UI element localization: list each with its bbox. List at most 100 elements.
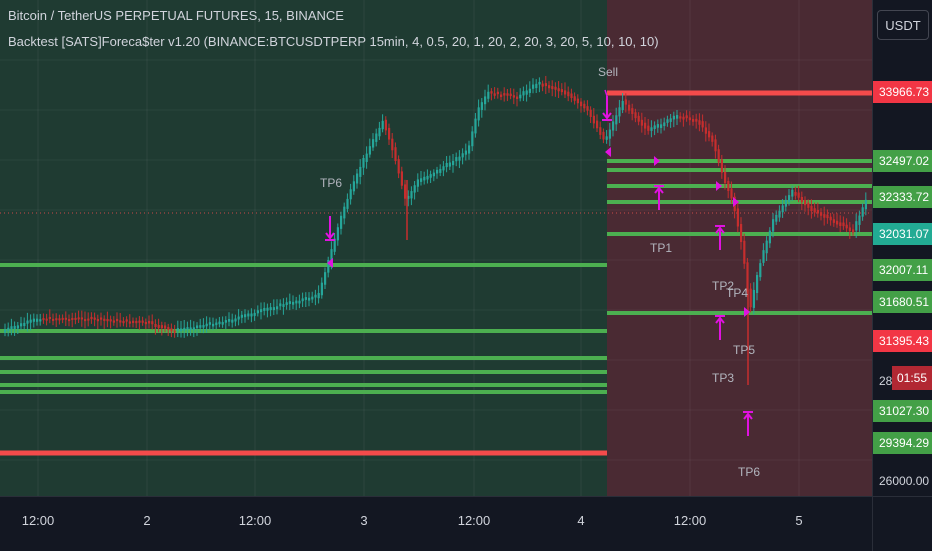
price-tag: 32333.72 <box>873 186 932 208</box>
candle-body <box>52 318 55 321</box>
candle-body <box>701 121 704 128</box>
axis-corner <box>872 496 932 551</box>
candle-body <box>583 103 586 109</box>
candle-body <box>61 317 64 320</box>
candle-body <box>788 195 791 202</box>
candle-body <box>791 189 794 197</box>
candle-body <box>532 84 535 89</box>
candle-body <box>292 301 295 305</box>
candle-body <box>599 127 602 135</box>
candle-body <box>16 325 19 329</box>
marker-arrow <box>325 232 335 240</box>
candle-body <box>80 317 83 320</box>
candle-body <box>535 83 538 89</box>
candle-body <box>119 320 122 323</box>
candle-body <box>7 327 10 331</box>
time-label: 2 <box>143 513 151 528</box>
candle-body <box>269 307 272 311</box>
candle-body <box>823 214 826 218</box>
candle-body <box>471 131 474 147</box>
candle-body <box>842 222 845 227</box>
candle-body <box>458 156 461 161</box>
candle-body <box>189 327 192 331</box>
candle-body <box>381 120 384 130</box>
currency-button[interactable]: USDT <box>877 10 929 40</box>
candle-body <box>247 313 250 317</box>
candle-body <box>628 104 631 111</box>
candle-body <box>848 227 851 232</box>
candle-body <box>560 89 563 93</box>
candle-body <box>68 319 71 322</box>
candle-body <box>151 321 154 325</box>
marker-flag <box>716 181 722 191</box>
candle-body <box>807 202 810 208</box>
candle-body <box>93 317 96 320</box>
marker-flag <box>605 147 611 157</box>
candle-body <box>647 125 650 131</box>
candle-body <box>580 101 583 107</box>
candle-body <box>468 145 471 154</box>
marker-arrow <box>743 412 753 420</box>
candle-body <box>330 249 333 263</box>
candle-body <box>452 160 455 166</box>
candle-body <box>688 117 691 121</box>
candle-body <box>528 88 531 93</box>
candle-body <box>196 325 199 329</box>
candle-body <box>464 150 467 155</box>
candle-body <box>13 325 16 330</box>
candle-body <box>215 322 218 326</box>
time-label: 5 <box>795 513 803 528</box>
candle-body <box>448 162 451 167</box>
candle-body <box>263 307 266 311</box>
candle-body <box>372 139 375 148</box>
candle-body <box>42 318 45 321</box>
candle-body <box>378 127 381 137</box>
candle-body <box>352 181 355 192</box>
candle-body <box>320 282 323 296</box>
candle-body <box>480 102 483 110</box>
candle-body <box>234 318 237 322</box>
price-chart-plot[interactable]: Sell TP6 TP1 TP2 TP4 TP5 TP3 TP6 <box>0 0 872 496</box>
candle-body <box>852 229 855 233</box>
candle-body <box>442 166 445 171</box>
candle-body <box>656 124 659 128</box>
candle-body <box>695 118 698 122</box>
candle-body <box>586 106 589 111</box>
marker-arrow <box>602 112 612 120</box>
candle-body <box>250 313 253 317</box>
price-axis[interactable]: USDT 33966.73 32497.02 32333.72 32031.07 320… <box>872 0 932 496</box>
candle-body <box>810 205 813 212</box>
candle-body <box>743 240 746 264</box>
candle-body <box>58 318 61 321</box>
candle-body <box>202 325 205 328</box>
candle-body <box>362 158 365 168</box>
candle-body <box>685 115 688 119</box>
candle-body <box>164 325 167 329</box>
candle-body <box>308 297 311 301</box>
candle-body <box>455 157 458 162</box>
candle-body <box>650 127 653 131</box>
candle-body <box>256 310 259 314</box>
candle-body <box>692 119 695 122</box>
candle-body <box>32 318 35 322</box>
candle-body <box>666 119 669 123</box>
candle-body <box>496 91 499 95</box>
candle-body <box>474 118 477 134</box>
candle-body <box>820 212 823 216</box>
candle-body <box>317 292 320 299</box>
candle-body <box>740 224 743 243</box>
candle-body <box>794 192 797 196</box>
candle-body <box>637 115 640 122</box>
candle-body <box>231 319 234 323</box>
candle-body <box>368 146 371 155</box>
price-tag: 31395.43 <box>873 330 932 352</box>
tp-label: TP5 <box>733 343 755 357</box>
candle-body <box>180 328 183 332</box>
candle-body <box>832 219 835 223</box>
bar-countdown: 01:55 <box>892 366 932 390</box>
candle-body <box>602 131 605 140</box>
price-tag: 31680.51 <box>873 291 932 313</box>
time-axis[interactable]: 12:00 2 12:00 3 12:00 4 12:00 5 <box>0 496 872 551</box>
candle-body <box>71 317 74 320</box>
